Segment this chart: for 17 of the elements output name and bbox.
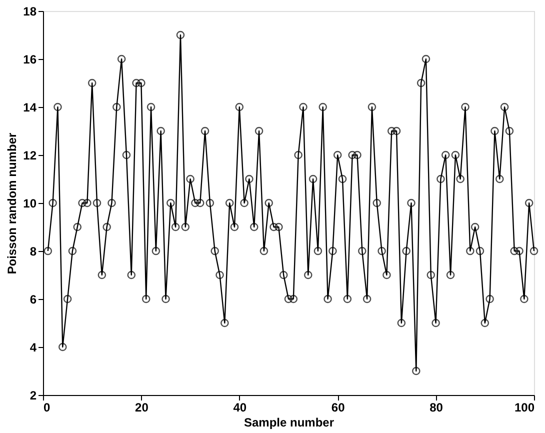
y-tick-label: 10	[23, 196, 37, 210]
x-tick-label: 80	[430, 400, 444, 414]
x-axis-title: Sample number	[244, 416, 334, 430]
x-tick-label: 40	[233, 400, 247, 414]
y-tick-label: 18	[23, 4, 37, 18]
x-tick-label: 0	[44, 400, 50, 414]
y-tick-label: 4	[30, 340, 37, 354]
y-tick-label: 8	[30, 244, 37, 258]
y-tick-label: 2	[30, 388, 37, 402]
x-tick-label: 100	[514, 400, 535, 414]
y-tick-label: 12	[23, 148, 37, 162]
x-tick-label: 20	[135, 400, 149, 414]
y-axis-title: Poisson random number	[5, 132, 20, 274]
y-tick-label: 6	[30, 292, 37, 306]
y-tick-label: 16	[23, 52, 37, 66]
x-tick-label: 60	[331, 400, 346, 414]
y-tick-label: 14	[23, 100, 37, 114]
